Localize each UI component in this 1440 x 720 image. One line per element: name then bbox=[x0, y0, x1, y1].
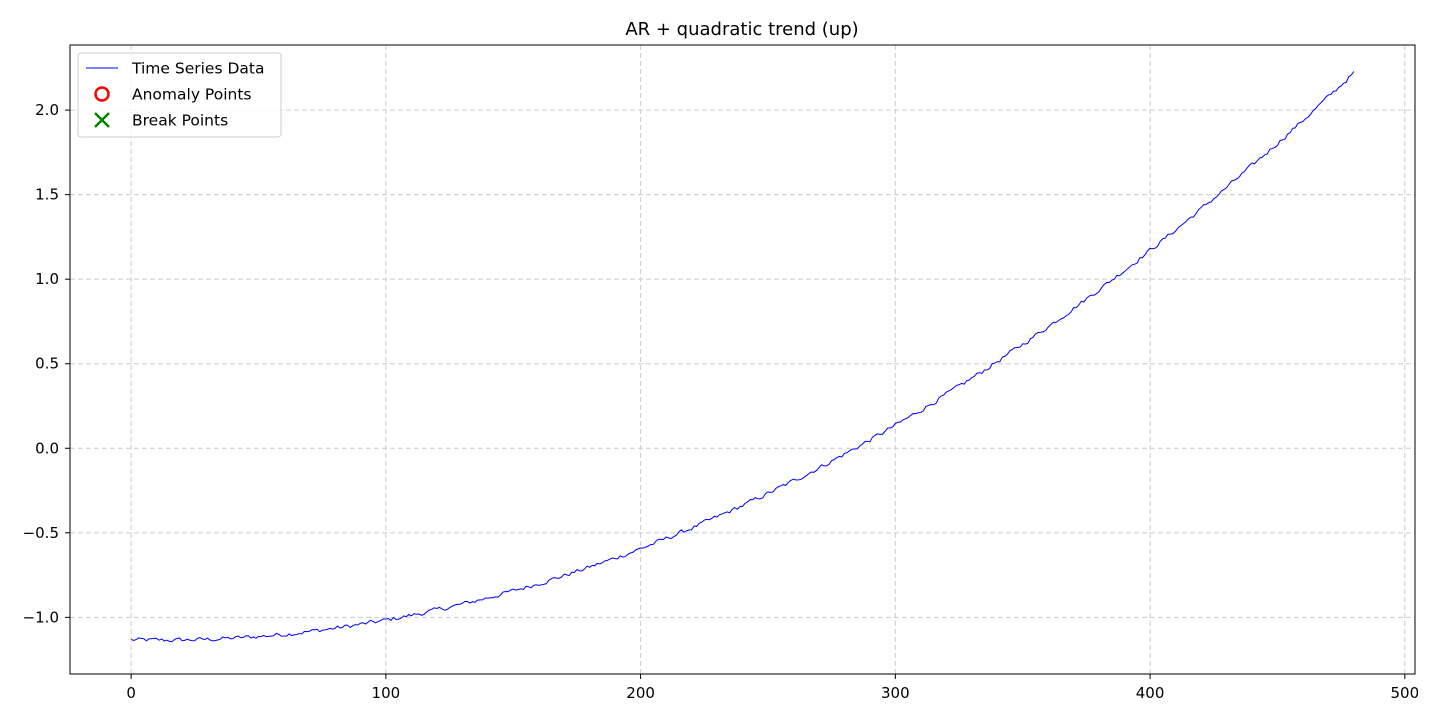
x-tick-label: 400 bbox=[1136, 684, 1165, 702]
x-tick-label: 0 bbox=[126, 684, 136, 702]
x-tick-label: 200 bbox=[626, 684, 655, 702]
y-tick-label: 0.5 bbox=[35, 355, 59, 373]
legend: Time Series Data Anomaly Points Break Poin… bbox=[77, 52, 282, 138]
chart-title: AR + quadratic trend (up) bbox=[625, 19, 858, 40]
axes-layer bbox=[69, 44, 1416, 675]
legend-label: Break Points bbox=[132, 112, 228, 130]
legend-x-handle bbox=[94, 112, 110, 128]
y-tick-label: −0.5 bbox=[23, 524, 59, 542]
legend-box bbox=[77, 52, 282, 138]
y-tick-label: 1.0 bbox=[35, 270, 59, 288]
x-tick-label: 500 bbox=[1390, 684, 1419, 702]
y-tick-label: −1.0 bbox=[23, 608, 59, 626]
x-tick-label: 100 bbox=[372, 684, 401, 702]
series-layer bbox=[130, 71, 1355, 643]
series-line-time-series-data bbox=[130, 71, 1355, 643]
y-tick-label: 0.0 bbox=[35, 439, 59, 457]
legend-circle-handle bbox=[94, 86, 110, 102]
axes-frame bbox=[69, 44, 1416, 675]
legend-label: Time Series Data bbox=[131, 60, 264, 78]
y-tick-label: 2.0 bbox=[35, 101, 59, 119]
legend-label: Anomaly Points bbox=[132, 86, 251, 104]
ticks-layer: 0 100 200 300 400 500 −1.0 −0.5 0.0 0.5 1.0 1.5 2.0 bbox=[23, 101, 1420, 702]
grid-layer bbox=[70, 45, 1415, 674]
x-tick-label: 300 bbox=[881, 684, 910, 702]
y-tick-label: 1.5 bbox=[35, 186, 59, 204]
